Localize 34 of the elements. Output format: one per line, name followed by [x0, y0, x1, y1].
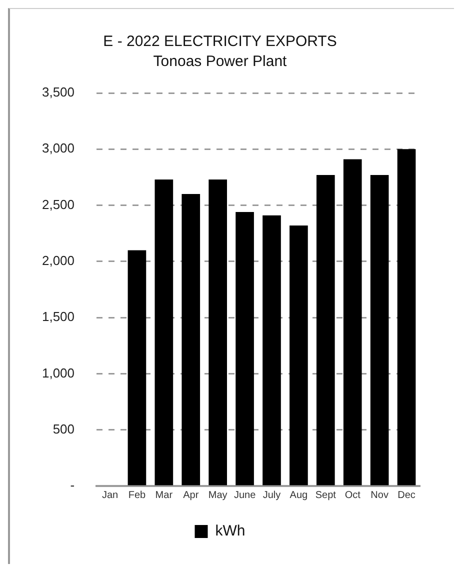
y-tick-label: 2,500 — [42, 196, 75, 212]
bar — [397, 149, 416, 486]
bar — [208, 179, 227, 486]
bar — [370, 174, 389, 486]
y-tick-label: 2,000 — [42, 253, 75, 268]
y-tick-label: 3,500 — [42, 84, 75, 100]
y-tick-label: 1,000 — [42, 365, 75, 380]
x-tick-label: Feb — [128, 490, 146, 501]
x-tick-label: May — [208, 490, 228, 501]
chart-subtitle: Tonoas Power Plant — [153, 53, 288, 70]
x-tick-label: Apr — [183, 490, 200, 501]
x-tick-label: Mar — [155, 490, 174, 501]
x-tick-label: Oct — [344, 490, 361, 501]
y-tick-label: 3,000 — [42, 140, 75, 156]
bar — [290, 225, 308, 486]
bar — [343, 159, 362, 486]
y-tick-label: - — [70, 478, 75, 493]
x-tick-label: Dec — [398, 490, 416, 501]
bar — [128, 250, 146, 486]
bar — [262, 215, 281, 486]
x-tick-label: June — [234, 490, 256, 501]
bar — [182, 194, 200, 486]
x-tick-label: Jan — [102, 490, 118, 501]
x-tick-label: Sept — [315, 490, 336, 501]
y-tick-label: 1,500 — [42, 309, 75, 324]
x-tick-label: Nov — [370, 490, 388, 501]
bar — [154, 179, 174, 486]
chart-title: E - 2022 ELECTRICITY EXPORTS — [103, 33, 337, 50]
bar — [236, 212, 254, 486]
legend-label: kWh — [215, 522, 246, 540]
x-tick-label: July — [262, 490, 281, 501]
bar — [316, 174, 335, 486]
x-tick-label: Aug — [290, 490, 308, 501]
y-tick-label: 500 — [52, 421, 75, 436]
